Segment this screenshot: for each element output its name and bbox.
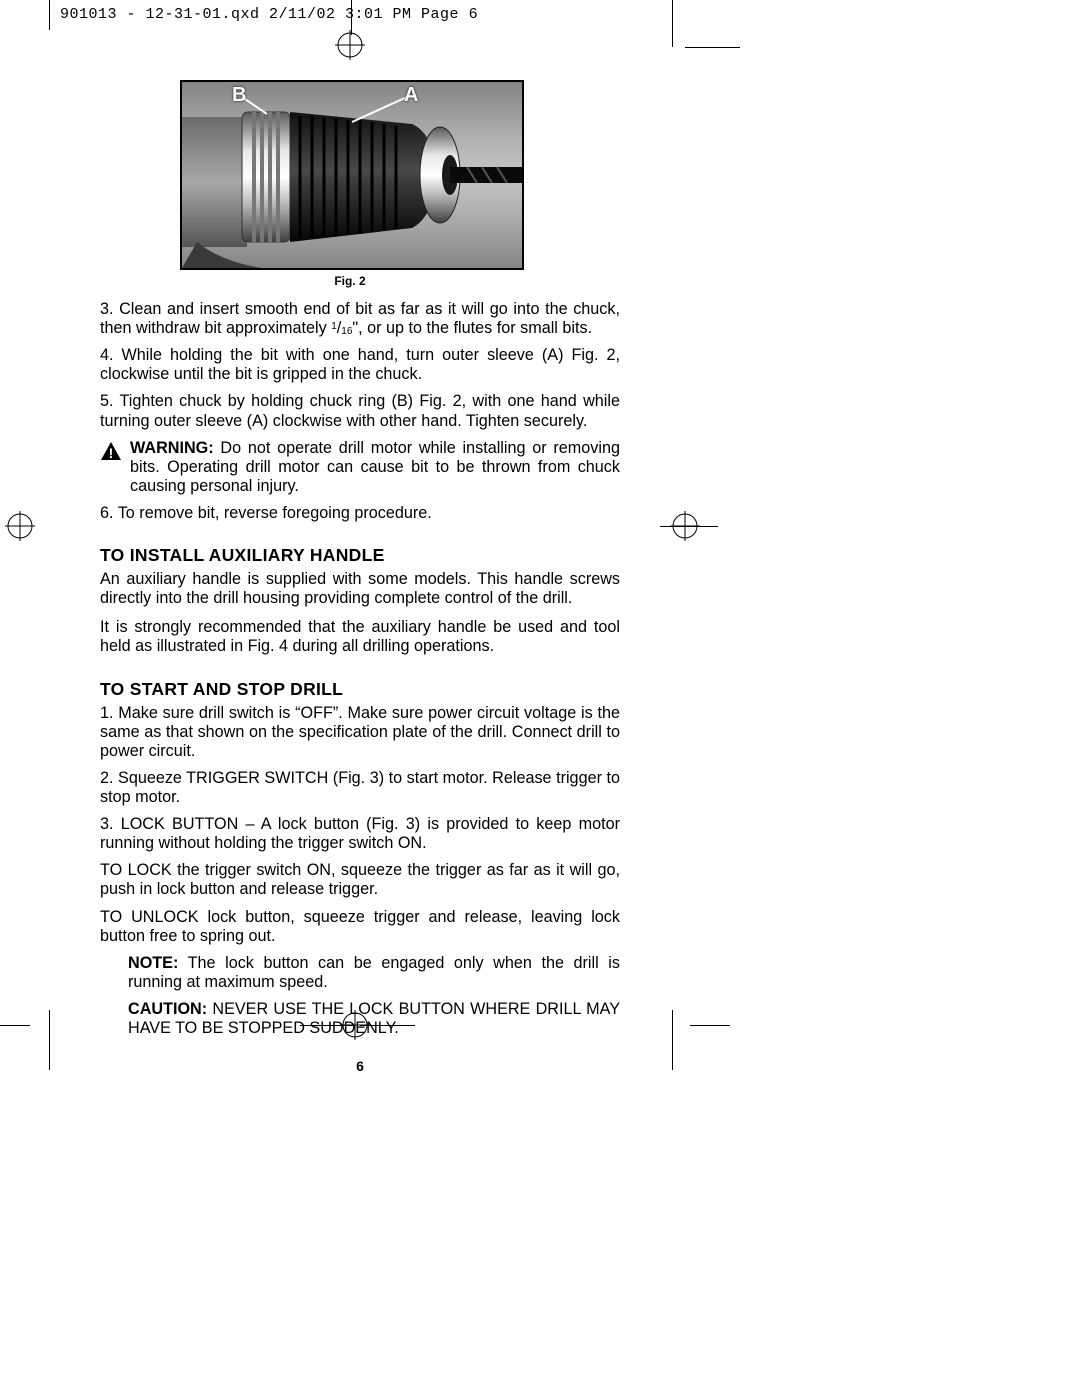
page-number: 6 bbox=[100, 1058, 620, 1074]
prepress-header: 901013 - 12-31-01.qxd 2/11/02 3:01 PM Pa… bbox=[60, 6, 478, 23]
step-3: 3. Clean and insert smooth end of bit as… bbox=[100, 300, 620, 338]
svg-text:!: ! bbox=[109, 445, 114, 461]
note-body: The lock button can be engaged only when… bbox=[128, 954, 620, 991]
figure-label-b: B bbox=[232, 84, 246, 107]
figure-2: B A bbox=[180, 80, 524, 270]
note-label: NOTE: bbox=[128, 954, 178, 972]
crop-mark bbox=[49, 1010, 50, 1070]
aux-para-1: An auxiliary handle is supplied with som… bbox=[100, 570, 620, 608]
section-auxiliary-handle: TO INSTALL AUXILIARY HANDLE bbox=[100, 545, 620, 566]
crop-mark bbox=[690, 1025, 730, 1026]
crop-mark bbox=[685, 47, 740, 48]
step-5: 5. Tighten chuck by holding chuck ring (… bbox=[100, 392, 620, 430]
caution-block: CAUTION: NEVER USE THE LOCK BUTTON WHERE… bbox=[128, 1000, 620, 1038]
warning-text: WARNING: Do not operate drill motor whil… bbox=[130, 439, 620, 496]
warning-label: WARNING: bbox=[130, 439, 214, 457]
crop-mark bbox=[49, 0, 50, 30]
caution-label: CAUTION: bbox=[128, 1000, 207, 1018]
step-3-tail: ", or up to the flutes for small bits. bbox=[352, 319, 592, 337]
crop-mark bbox=[672, 1010, 673, 1070]
aux-para-2: It is strongly recommended that the auxi… bbox=[100, 618, 620, 656]
note-block: NOTE: The lock button can be engaged onl… bbox=[128, 954, 620, 992]
crop-mark bbox=[672, 0, 673, 47]
drill-chuck-illustration bbox=[182, 82, 522, 268]
figure-label-a: A bbox=[404, 84, 418, 107]
warning-block: ! WARNING: Do not operate drill motor wh… bbox=[100, 439, 620, 496]
registration-mark bbox=[335, 30, 365, 60]
crop-mark bbox=[0, 1025, 30, 1026]
fraction-denominator: 16 bbox=[341, 326, 352, 337]
start-lock: TO LOCK the trigger switch ON, squeeze t… bbox=[100, 861, 620, 899]
registration-mark bbox=[670, 511, 700, 541]
start-step-1: 1. Make sure drill switch is “OFF”. Make… bbox=[100, 704, 620, 761]
figure-caption: Fig. 2 bbox=[180, 274, 520, 288]
registration-mark bbox=[5, 511, 35, 541]
start-unlock: TO UNLOCK lock button, squeeze trigger a… bbox=[100, 908, 620, 946]
section-start-stop: TO START AND STOP DRILL bbox=[100, 679, 620, 700]
step-6: 6. To remove bit, reverse foregoing proc… bbox=[100, 504, 620, 523]
start-step-2: 2. Squeeze TRIGGER SWITCH (Fig. 3) to st… bbox=[100, 769, 620, 807]
step-4: 4. While holding the bit with one hand, … bbox=[100, 346, 620, 384]
start-step-3: 3. LOCK BUTTON – A lock button (Fig. 3) … bbox=[100, 815, 620, 853]
fraction-numerator: 1 bbox=[331, 321, 337, 332]
page-content: B A Fig. 2 3. Clean and insert smooth en… bbox=[100, 80, 620, 1074]
warning-icon: ! bbox=[100, 441, 122, 466]
